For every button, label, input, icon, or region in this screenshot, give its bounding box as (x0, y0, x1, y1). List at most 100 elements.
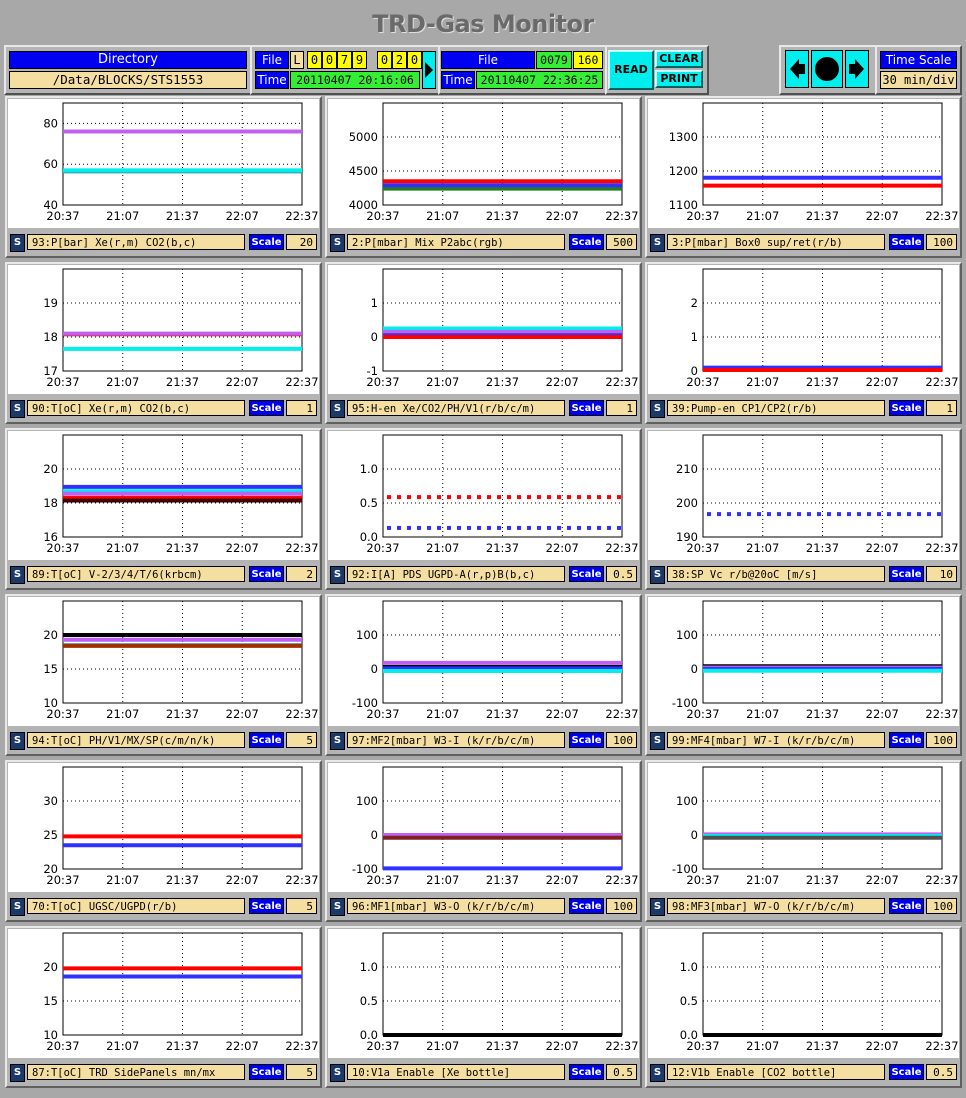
x-tick-label: 21:07 (426, 541, 459, 555)
settings-s-icon[interactable]: S (650, 400, 665, 418)
panel-label[interactable]: 96:MF1[mbar] W3-O (k/r/b/c/m) (347, 898, 565, 914)
scale-button[interactable]: Scale (889, 1064, 924, 1080)
settings-s-icon[interactable]: S (10, 400, 25, 418)
settings-s-icon[interactable]: S (330, 732, 345, 750)
panel-label[interactable]: 97:MF2[mbar] W3-I (k/r/b/c/m) (347, 732, 565, 748)
settings-s-icon[interactable]: S (330, 1064, 345, 1082)
series-point (617, 525, 621, 530)
settings-s-icon[interactable]: S (330, 898, 345, 916)
scale-button[interactable]: Scale (249, 400, 284, 416)
scale-value[interactable]: 1 (926, 400, 957, 416)
panel-label[interactable]: 3:P[mbar] Box0 sup/ret(r/b) (667, 234, 885, 250)
panel-label[interactable]: 89:T[oC] V-2/3/4/T/6(krbcm) (27, 566, 245, 582)
settings-s-icon[interactable]: S (10, 1064, 25, 1082)
scale-value[interactable]: 0.5 (926, 1064, 957, 1080)
scale-value[interactable]: 5 (286, 732, 317, 748)
scale-value[interactable]: 100 (606, 732, 637, 748)
plot-frame (382, 600, 623, 704)
scale-button[interactable]: Scale (249, 732, 284, 748)
plot-panel: 20:37 21:07 21:37 22:07 22:37 10 15 20 S 87:T[oC]… (5, 926, 322, 1088)
panel-label[interactable]: 99:MF4[mbar] W7-I (k/r/b/c/m) (667, 732, 885, 748)
settings-s-icon[interactable]: S (10, 732, 25, 750)
panel-label[interactable]: 98:MF3[mbar] W7-O (k/r/b/c/m) (667, 898, 885, 914)
scale-value[interactable]: 20 (286, 234, 317, 250)
settings-s-icon[interactable]: S (650, 732, 665, 750)
scale-button[interactable]: Scale (889, 566, 924, 582)
panel-label[interactable]: 10:V1a Enable [Xe bottle] (347, 1064, 565, 1080)
panel-label[interactable]: 2:P[mbar] Mix P2abc(rgb) (347, 234, 565, 250)
settings-s-icon[interactable]: S (650, 898, 665, 916)
scale-value[interactable]: 10 (926, 566, 957, 582)
next-arrow-icon[interactable] (845, 50, 869, 88)
settings-s-icon[interactable]: S (650, 234, 665, 252)
panel-label[interactable]: 39:Pump-en CP1/CP2(r/b) (667, 400, 885, 416)
x-tick-label: 21:07 (426, 375, 459, 389)
panel-label[interactable]: 38:SP Vc r/b@20oC [m/s] (667, 566, 885, 582)
panel-label[interactable]: 90:T[oC] Xe(r,m) CO2(b,c) (27, 400, 245, 416)
timescale-value[interactable]: 30 min/div (880, 71, 957, 89)
panel-label[interactable]: 95:H-en Xe/CO2/PH/V1(r/b/c/m) (347, 400, 565, 416)
panel-label[interactable]: 70:T[oC] UGSC/UGPD(r/b) (27, 898, 245, 914)
plot-frame (62, 766, 303, 870)
panel-label[interactable]: 87:T[oC] TRD SidePanels mn/mx (27, 1064, 245, 1080)
stop-circle-icon[interactable] (811, 50, 843, 88)
scale-button[interactable]: Scale (889, 732, 924, 748)
settings-s-icon[interactable]: S (650, 1064, 665, 1082)
scale-value[interactable]: 2 (286, 566, 317, 582)
series-point (467, 495, 471, 500)
settings-s-icon[interactable]: S (10, 234, 25, 252)
series-point (517, 525, 521, 530)
panel-label[interactable]: 12:V1b Enable [CO2 bottle] (667, 1064, 885, 1080)
scale-button[interactable]: Scale (889, 898, 924, 914)
scale-button[interactable]: Scale (569, 566, 604, 582)
file-digit-6[interactable]: 2 (392, 51, 407, 69)
scale-button[interactable]: Scale (569, 234, 604, 250)
scale-value[interactable]: 5 (286, 898, 317, 914)
scale-button[interactable]: Scale (249, 898, 284, 914)
clear-button[interactable]: CLEAR (655, 50, 703, 68)
settings-s-icon[interactable]: S (10, 566, 25, 584)
file-digit-3[interactable]: 7 (337, 51, 352, 69)
scale-value[interactable]: 100 (926, 732, 957, 748)
file-digit-5[interactable]: 0 (377, 51, 392, 69)
panel-label[interactable]: 92:I[A] PDS UGPD-A(r,p)B(b,c) (347, 566, 565, 582)
scale-value[interactable]: 0.5 (606, 566, 637, 582)
scale-button[interactable]: Scale (249, 234, 284, 250)
panel-label[interactable]: 94:T[oC] PH/V1/MX/SP(c/m/n/k) (27, 732, 245, 748)
scale-value[interactable]: 100 (926, 234, 957, 250)
series-point (537, 525, 541, 530)
scale-value[interactable]: 0.5 (606, 1064, 637, 1080)
scale-button[interactable]: Scale (569, 1064, 604, 1080)
file-digit-7[interactable]: 0 (407, 51, 422, 69)
scale-value[interactable]: 100 (606, 898, 637, 914)
print-button[interactable]: PRINT (655, 70, 703, 88)
plot-background (8, 265, 319, 394)
scale-value[interactable]: 100 (926, 898, 957, 914)
scale-button[interactable]: Scale (249, 566, 284, 582)
scale-value[interactable]: 500 (606, 234, 637, 250)
settings-s-icon[interactable]: S (330, 566, 345, 584)
scale-button[interactable]: Scale (569, 400, 604, 416)
prev-arrow-icon[interactable] (785, 50, 809, 88)
scale-button[interactable]: Scale (889, 400, 924, 416)
y-tick-label: 15 (43, 662, 58, 676)
scale-value[interactable]: 1 (606, 400, 637, 416)
arrow-right-icon[interactable] (422, 51, 436, 89)
scale-value[interactable]: 5 (286, 1064, 317, 1080)
y-tick-label: 20 (43, 960, 58, 974)
scale-button[interactable]: Scale (569, 732, 604, 748)
settings-s-icon[interactable]: S (10, 898, 25, 916)
settings-s-icon[interactable]: S (330, 400, 345, 418)
scale-value[interactable]: 1 (286, 400, 317, 416)
file-digit-4[interactable]: 9 (352, 51, 367, 69)
settings-s-icon[interactable]: S (650, 566, 665, 584)
scale-button[interactable]: Scale (889, 234, 924, 250)
read-button[interactable]: READ (608, 50, 654, 90)
panel-label[interactable]: 93:P[bar] Xe(r,m) CO2(b,c) (27, 234, 245, 250)
scale-button[interactable]: Scale (249, 1064, 284, 1080)
scale-button[interactable]: Scale (569, 898, 604, 914)
file-digit-2[interactable]: 0 (322, 51, 337, 69)
file-digit-1[interactable]: 0 (307, 51, 322, 69)
settings-s-icon[interactable]: S (330, 234, 345, 252)
directory-path[interactable]: /Data/BLOCKS/STS1553 (9, 71, 247, 89)
